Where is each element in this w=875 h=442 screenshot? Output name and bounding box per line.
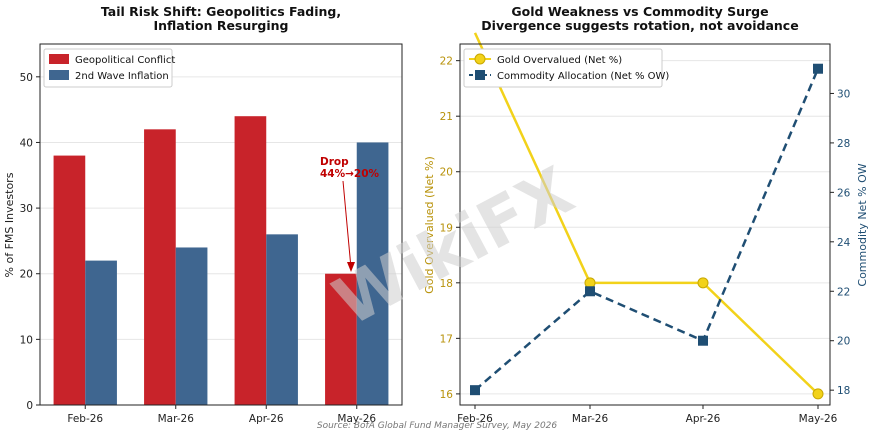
right-chart-right-y-ticks: 18 20 22 24 26 28 30 [830, 88, 851, 397]
right-right-y-tick-label: 28 [837, 138, 850, 150]
commodity-allocation-line [474, 68, 820, 392]
legend-marker-commodity [475, 70, 485, 80]
annotation-line1: Drop [320, 156, 349, 168]
commodity-point-apr-26 [698, 335, 708, 346]
right-legend-box [463, 48, 663, 88]
right-chart-gridlines [460, 60, 830, 395]
left-chart-y-axis-label: % of FMS Investors [3, 172, 16, 277]
source-note: Source: BofA Global Fund Manager Survey,… [317, 421, 558, 431]
right-chart-left-y-ticks: 16 17 18 19 20 21 22 [440, 56, 460, 401]
right-chart-title-line2: Divergence suggests rotation, not avoida… [481, 18, 798, 33]
left-y-tick-label: 50 [20, 72, 33, 84]
left-x-tick-label: Mar-26 [158, 413, 195, 425]
right-chart-lines [470, 32, 824, 400]
right-right-y-tick-label: 20 [837, 336, 850, 348]
left-x-tick-label: May-26 [337, 413, 376, 425]
legend-label-geopolitical: Geopolitical Conflict [75, 55, 175, 66]
left-chart-legend: Geopolitical Conflict 2nd Wave Inflation [43, 48, 175, 88]
bar-inflation-feb-26 [85, 260, 117, 405]
left-y-tick-label: 40 [20, 137, 33, 149]
right-left-y-tick-label: 19 [440, 222, 453, 234]
annotation-line2: 44%→20% [320, 168, 380, 180]
bar-inflation-mar-26 [175, 247, 208, 405]
right-chart-right-y-axis-label: Commodity Net % OW [856, 163, 869, 286]
gold-point-may-26 [812, 388, 824, 400]
legend-swatch-geopolitical [49, 54, 69, 64]
left-chart-y-ticks: 0 10 20 30 40 50 [20, 72, 40, 412]
bar-inflation-apr-26 [266, 234, 298, 405]
right-left-y-tick-label: 21 [440, 111, 453, 123]
bar-geopolitical-may-26 [325, 273, 357, 405]
left-y-tick-label: 30 [20, 203, 33, 215]
right-chart-frame [459, 43, 831, 406]
bar-geopolitical-mar-26 [144, 129, 176, 405]
left-x-tick-label: Feb-26 [67, 413, 103, 425]
legend-marker-gold [474, 53, 486, 65]
commodity-point-mar-26 [585, 286, 595, 297]
bar-geopolitical-apr-26 [234, 116, 267, 405]
left-x-tick-label: Apr-26 [249, 413, 284, 425]
commodity-point-may-26 [813, 63, 823, 74]
right-right-y-tick-label: 18 [837, 385, 850, 397]
right-left-y-tick-label: 18 [440, 278, 453, 290]
right-x-tick-label: Feb-26 [457, 413, 493, 425]
right-right-y-tick-label: 24 [837, 237, 851, 249]
right-x-tick-label: May-26 [799, 413, 838, 425]
legend-label-inflation: 2nd Wave Inflation [75, 71, 169, 82]
drop-annotation: Drop 44%→20% [320, 156, 380, 272]
right-chart-left-y-axis-label: Gold Overvalued (Net %) [423, 156, 436, 294]
left-chart-title-line1: Tail Risk Shift: Geopolitics Fading, [101, 4, 341, 19]
legend-swatch-inflation [49, 70, 69, 80]
gold-point-apr-26 [697, 277, 709, 289]
right-right-y-tick-label: 22 [837, 286, 850, 298]
bar-geopolitical-feb-26 [53, 155, 86, 405]
left-chart-bars [53, 116, 389, 406]
right-left-y-tick-label: 17 [440, 333, 453, 345]
right-left-y-tick-label: 20 [440, 167, 453, 179]
right-right-y-tick-label: 26 [837, 187, 851, 199]
left-y-tick-label: 0 [26, 400, 33, 412]
right-chart-x-ticks: Feb-26 Mar-26 Apr-26 May-26 [457, 405, 838, 425]
annotation-arrow [342, 180, 352, 269]
right-left-y-tick-label: 22 [440, 56, 453, 68]
legend-label-gold: Gold Overvalued (Net %) [497, 55, 622, 66]
right-chart-title-line1: Gold Weakness vs Commodity Surge [511, 4, 768, 19]
left-legend-box [43, 48, 173, 88]
commodity-point-feb-26 [470, 385, 480, 396]
bar-inflation-may-26 [356, 142, 389, 406]
left-chart-x-ticks: Feb-26 Mar-26 Apr-26 May-26 [67, 405, 376, 425]
left-chart-title-line2: Inflation Resurging [153, 18, 288, 33]
annotation-arrowhead [347, 262, 355, 272]
left-y-tick-label: 20 [20, 269, 33, 281]
right-x-tick-label: Apr-26 [686, 413, 721, 425]
left-chart-frame [39, 43, 403, 406]
right-left-y-tick-label: 16 [440, 389, 454, 401]
left-y-tick-label: 10 [20, 334, 33, 346]
right-x-tick-label: Mar-26 [572, 413, 609, 425]
right-chart-legend: Gold Overvalued (Net %) Commodity Alloca… [463, 48, 669, 88]
right-right-y-tick-label: 30 [837, 88, 850, 100]
legend-label-commodity: Commodity Allocation (Net % OW) [497, 71, 669, 82]
gold-overvalued-line [473, 32, 819, 395]
